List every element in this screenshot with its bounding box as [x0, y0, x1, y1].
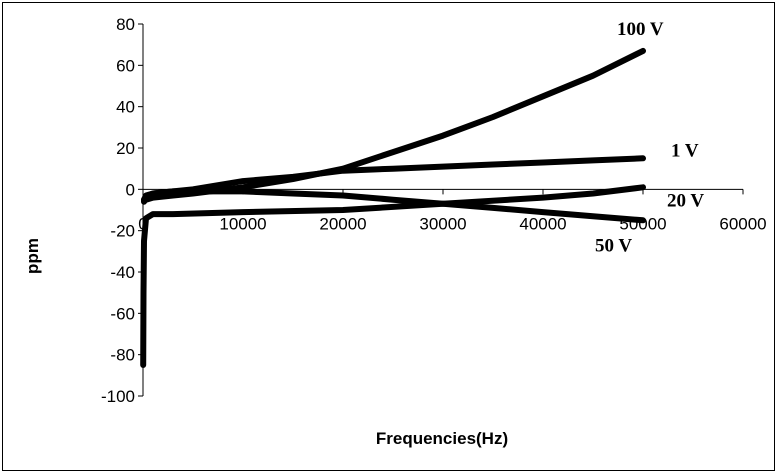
x-tick-label: 60000	[719, 214, 766, 233]
x-tick-label: 10000	[219, 214, 266, 233]
x-tick-label: 40000	[519, 214, 566, 233]
y-tick-label: -60	[110, 304, 135, 323]
x-axis-ticks: 0 10000 20000 30000 40000 50000 60000	[138, 189, 767, 233]
y-tick-label: -20	[110, 222, 135, 241]
series-line-50v	[141, 188, 646, 224]
series-label-50v: 50 V	[595, 235, 632, 256]
y-axis-ticks: 80 60 40 20 0 -20 -40 -60 -80 -100	[101, 15, 143, 406]
series-label-100v: 100 V	[617, 19, 664, 40]
y-tick-label: -80	[110, 346, 135, 365]
y-tick-label: 60	[116, 56, 135, 75]
series-labels: 100 V 1 V 20 V 50 V	[595, 19, 704, 256]
series-lines	[140, 47, 646, 368]
x-axis-title: Frequencies(Hz)	[376, 429, 508, 448]
series-line-100v	[141, 47, 646, 203]
series-label-1v: 1 V	[671, 140, 699, 161]
y-axis-title: ppm	[23, 238, 42, 274]
y-tick-label: 20	[116, 139, 135, 158]
y-tick-label: -40	[110, 263, 135, 282]
x-tick-label: 30000	[419, 214, 466, 233]
series-line-20v	[140, 184, 646, 368]
y-tick-label: 0	[126, 180, 135, 199]
chart-frame	[2, 2, 775, 471]
series-label-20v: 20 V	[667, 190, 704, 211]
x-tick-label: 20000	[319, 214, 366, 233]
y-tick-label: -100	[101, 387, 135, 406]
y-tick-label: 40	[116, 98, 135, 117]
y-tick-label: 80	[116, 15, 135, 34]
